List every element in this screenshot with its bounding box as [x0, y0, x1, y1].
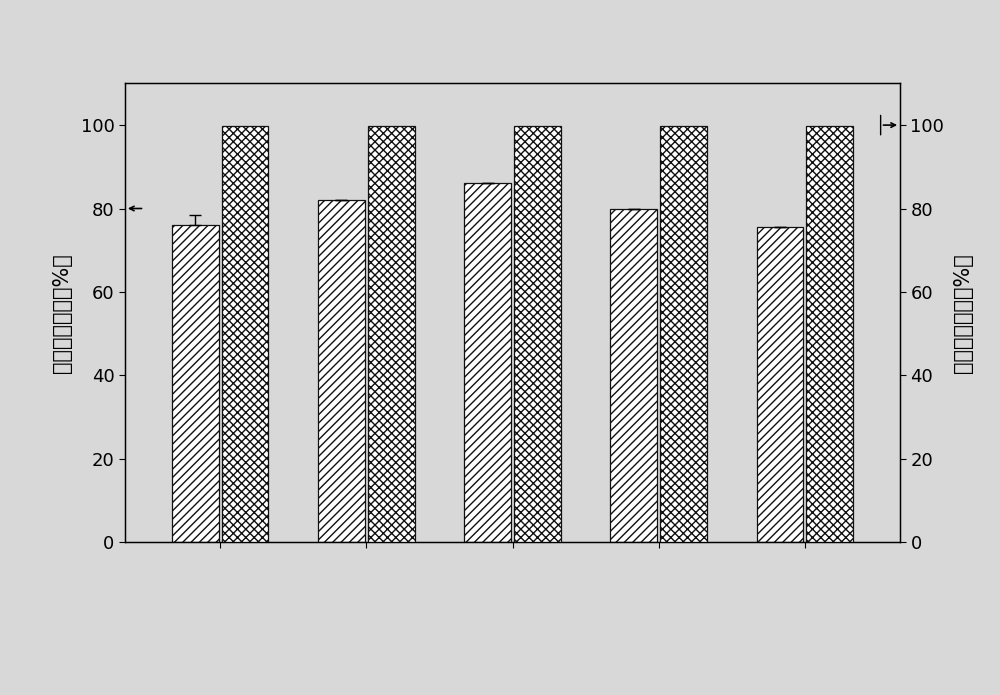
Bar — [757, 227, 803, 542]
Bar — [660, 126, 707, 542]
Bar — [318, 200, 365, 542]
Bar — [222, 126, 268, 542]
Bar — [368, 126, 415, 542]
Bar — [514, 126, 561, 542]
Bar — [806, 126, 853, 542]
Bar — [172, 225, 219, 542]
Bar — [610, 208, 657, 542]
Bar — [464, 183, 511, 542]
Y-axis label: 正辛醇选择性（%）: 正辛醇选择性（%） — [953, 253, 973, 373]
Y-axis label: 正辛醇转化率（%）: 正辛醇转化率（%） — [52, 253, 72, 373]
